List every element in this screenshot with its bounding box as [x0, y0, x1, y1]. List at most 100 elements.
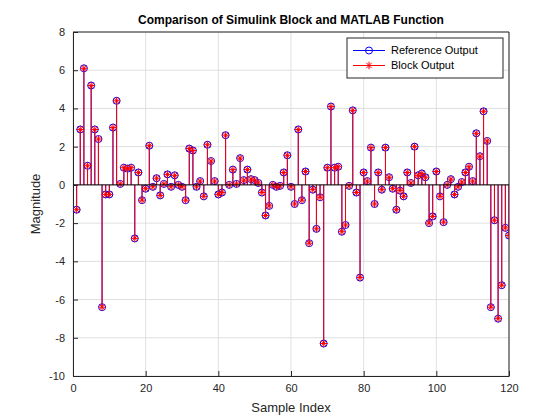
stem-marker [382, 144, 389, 151]
stem-marker [164, 171, 172, 179]
stem-marker [294, 126, 302, 134]
stem-marker [284, 151, 292, 159]
stem-marker [436, 193, 443, 200]
stem-marker [397, 187, 404, 194]
x-tick-label: 0 [70, 382, 76, 394]
y-grid-line [73, 337, 509, 338]
stem [330, 107, 331, 185]
stem-marker [327, 103, 334, 110]
stem-marker [109, 124, 117, 132]
stem [189, 149, 190, 185]
y-grid-line [73, 32, 509, 33]
stem-marker [433, 168, 441, 176]
stem-marker [146, 142, 154, 150]
stem-marker [84, 162, 92, 170]
stem [83, 68, 84, 185]
stem-marker [389, 185, 396, 192]
stem-marker [291, 201, 298, 208]
stem [287, 155, 288, 185]
stem-marker [131, 235, 139, 243]
legend-line [353, 50, 385, 51]
stem-marker [295, 126, 302, 133]
stem-marker [240, 176, 248, 184]
stem-marker [106, 191, 114, 199]
stem [189, 149, 190, 185]
stem-marker [425, 219, 433, 227]
x-tick-mark [146, 371, 147, 376]
stem-marker [88, 82, 95, 89]
stem-marker [138, 196, 146, 204]
grid [73, 32, 509, 376]
stem-marker [440, 219, 447, 226]
stem-marker [454, 183, 462, 191]
stem-marker [156, 192, 164, 200]
x-tick-mark [364, 371, 365, 376]
stem-marker [382, 144, 390, 152]
stem-marker [142, 185, 149, 192]
y-tick-label: -8 [55, 332, 65, 344]
stem-marker [502, 224, 509, 232]
stem-marker [364, 178, 371, 185]
stem-marker [320, 340, 328, 348]
stem-marker [135, 169, 142, 176]
series-0 [73, 65, 509, 347]
y-tick-label: 4 [59, 102, 65, 114]
x-grid-line [436, 32, 437, 376]
stem-marker [356, 274, 364, 282]
stem-marker [455, 183, 462, 190]
stem-marker [320, 340, 327, 347]
stem-marker [469, 177, 477, 185]
stem [385, 148, 386, 185]
series-1 [73, 65, 509, 348]
stem-marker [386, 174, 393, 181]
y-tick-label: -10 [49, 370, 65, 382]
stem-marker [422, 173, 430, 181]
stem [494, 185, 495, 220]
stem [476, 133, 477, 185]
stem-marker [193, 183, 200, 190]
stem-marker [371, 200, 379, 208]
legend: Reference OutputBlock Output [347, 38, 503, 78]
stem-marker [298, 197, 305, 204]
y-tick-label: 0 [59, 179, 65, 191]
stem-marker [255, 179, 263, 187]
stem-marker [99, 304, 106, 311]
stem [316, 185, 317, 229]
stem-marker [160, 180, 168, 188]
y-tick-label: -6 [55, 294, 65, 306]
stem-marker [218, 189, 225, 196]
stem-marker [208, 158, 215, 165]
y-axis: -10-8-6-4-202468 [49, 26, 78, 382]
stem [149, 146, 150, 185]
marks [73, 65, 509, 348]
stem [192, 150, 193, 184]
stem [487, 141, 488, 185]
stem-marker [207, 157, 215, 165]
stem [443, 185, 444, 222]
stem-marker [487, 304, 494, 311]
stem-marker [87, 82, 95, 90]
stem-marker [342, 222, 349, 229]
stem-marker [309, 186, 316, 193]
x-tick-label: 100 [428, 382, 446, 394]
stem-marker [284, 152, 291, 159]
stem-marker [403, 169, 411, 177]
x-axis-title: Sample Index [251, 400, 331, 415]
stem-marker [258, 189, 265, 196]
stem-marker [288, 183, 295, 190]
stem-marker [135, 169, 143, 177]
stem-marker [179, 183, 186, 190]
y-tick: 4 [59, 102, 78, 114]
stem-marker [142, 185, 150, 193]
stem-marker [324, 164, 332, 172]
stem-marker [436, 193, 444, 201]
stem-marker [429, 213, 436, 220]
x-tick-mark [291, 371, 292, 376]
stem [91, 86, 92, 185]
y-tick: 2 [59, 141, 78, 153]
stem-marker [462, 169, 470, 177]
stem-marker [480, 108, 488, 116]
stem-marker [160, 180, 167, 187]
stem-marker [375, 169, 382, 176]
stem-marker [400, 193, 408, 201]
